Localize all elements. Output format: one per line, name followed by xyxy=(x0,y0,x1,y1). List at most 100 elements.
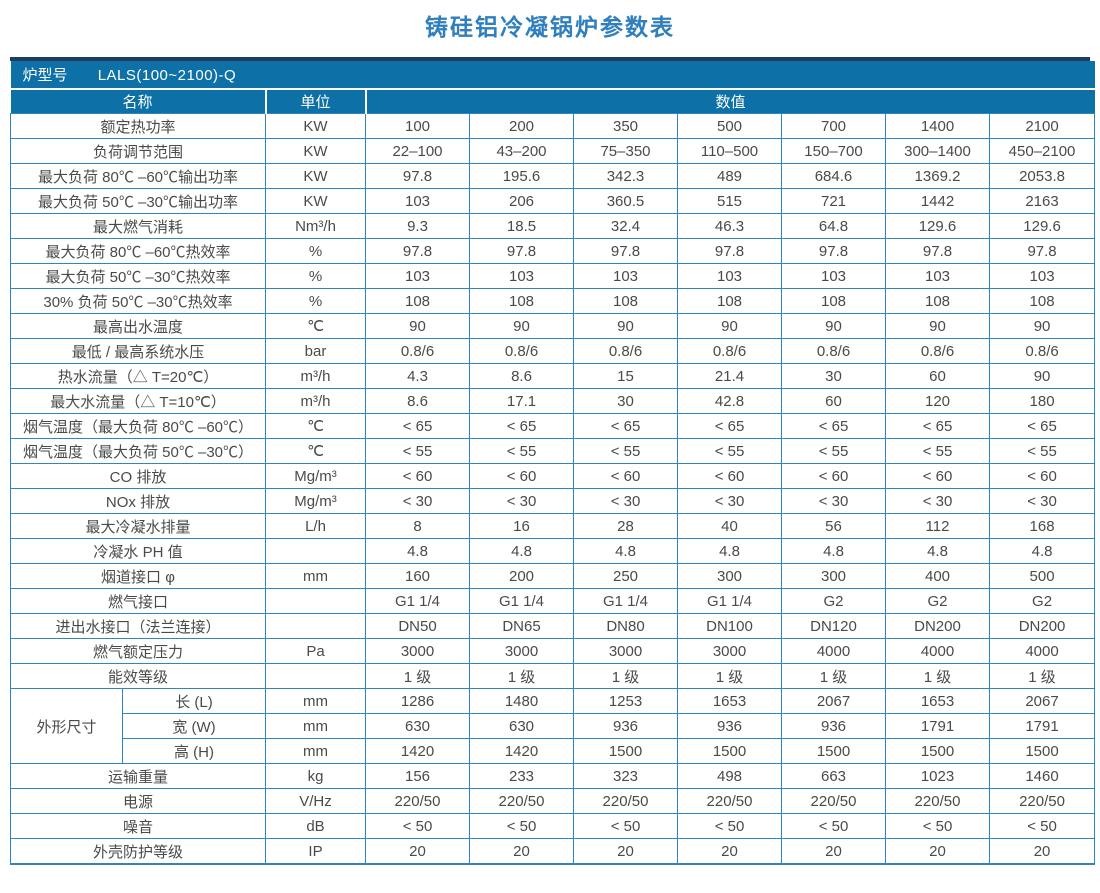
value-cell: DN80 xyxy=(573,613,678,639)
param-name-cell: 外壳防护等级 xyxy=(10,838,266,865)
value-cell: 20 xyxy=(365,838,470,865)
value-cell: 0.8/6 xyxy=(365,338,470,364)
unit-cell: mm xyxy=(265,563,366,589)
value-cell: 3000 xyxy=(365,638,470,664)
value-cell: 97.8 xyxy=(365,238,470,264)
page-title: 铸硅铝冷凝锅炉参数表 xyxy=(425,14,675,40)
value-cell: < 65 xyxy=(781,413,886,439)
value-cell: DN200 xyxy=(988,613,1096,639)
unit-cell: bar xyxy=(265,338,366,364)
value-cell: 4.8 xyxy=(469,538,574,564)
value-cell: < 65 xyxy=(885,413,990,439)
unit-cell: Mg/m³ xyxy=(265,463,366,489)
param-name-cell: 烟气温度（最大负荷 50℃ –30℃） xyxy=(10,438,266,464)
value-cell: 4.8 xyxy=(365,538,470,564)
value-cell: 1 级 xyxy=(365,663,470,689)
unit-cell: kg xyxy=(265,763,366,789)
value-cell: < 55 xyxy=(988,438,1096,464)
value-cell: 30 xyxy=(573,388,678,414)
value-cell: 90 xyxy=(988,363,1096,389)
value-cell: G2 xyxy=(885,588,990,614)
value-cell: 90 xyxy=(885,313,990,339)
value-cell: 721 xyxy=(781,188,886,214)
value-cell: < 60 xyxy=(885,463,990,489)
param-name-cell: 宽 (W) xyxy=(122,713,266,739)
value-cell: < 30 xyxy=(781,488,886,514)
table-row: 冷凝水 PH 值 4.8 4.8 4.8 4.8 4.8 4.8 4.8 xyxy=(10,538,1096,564)
value-cell: < 65 xyxy=(988,413,1096,439)
value-cell: 323 xyxy=(573,763,678,789)
value-cell: 180 xyxy=(988,388,1096,414)
value-cell: 4.8 xyxy=(885,538,990,564)
value-cell: < 50 xyxy=(573,813,678,839)
table-row: 最大冷凝水排量 L/h 8 16 28 40 56 112 168 xyxy=(10,513,1096,539)
value-cell: < 60 xyxy=(365,463,470,489)
value-cell: 168 xyxy=(988,513,1096,539)
value-cell: 1 级 xyxy=(573,663,678,689)
value-cell: 103 xyxy=(573,263,678,289)
value-cell: 0.8/6 xyxy=(988,338,1096,364)
value-cell: 206 xyxy=(469,188,574,214)
value-cell: 160 xyxy=(365,563,470,589)
value-cell: 1 级 xyxy=(469,663,574,689)
value-cell: 100 xyxy=(365,113,470,139)
table-row: 噪音 dB < 50 < 50 < 50 < 50 < 50 < 50 < 50 xyxy=(10,813,1096,839)
value-cell: 200 xyxy=(469,563,574,589)
value-cell: < 50 xyxy=(781,813,886,839)
value-cell: 112 xyxy=(885,513,990,539)
value-cell: G1 1/4 xyxy=(469,588,574,614)
param-name-cell: 噪音 xyxy=(10,813,266,839)
value-cell: 4.8 xyxy=(677,538,782,564)
value-cell: < 30 xyxy=(573,488,678,514)
value-cell: 108 xyxy=(573,288,678,314)
value-cell: < 30 xyxy=(885,488,990,514)
value-cell: 60 xyxy=(781,388,886,414)
value-cell: < 50 xyxy=(885,813,990,839)
param-name-cell: 烟气温度（最大负荷 80℃ –60℃） xyxy=(10,413,266,439)
value-cell: 46.3 xyxy=(677,213,782,239)
value-cell: 108 xyxy=(365,288,470,314)
table-row: 最大水流量（△ T=10℃） m³/h 8.6 17.1 30 42.8 60 120 180 xyxy=(10,388,1096,414)
value-cell: 103 xyxy=(885,263,990,289)
unit-cell: L/h xyxy=(265,513,366,539)
unit-cell: ℃ xyxy=(265,313,366,339)
value-cell: 936 xyxy=(781,713,886,739)
value-cell: 20 xyxy=(677,838,782,865)
value-cell: 498 xyxy=(677,763,782,789)
param-name-cell: NOx 排放 xyxy=(10,488,266,514)
value-cell: 110–500 xyxy=(677,138,782,164)
unit-cell: ℃ xyxy=(265,438,366,464)
value-cell: 103 xyxy=(365,188,470,214)
unit-cell: dB xyxy=(265,813,366,839)
value-cell: 103 xyxy=(988,263,1096,289)
value-cell: 300–1400 xyxy=(885,138,990,164)
value-cell: 489 xyxy=(677,163,782,189)
value-cell: 1400 xyxy=(885,113,990,139)
value-cell: DN120 xyxy=(781,613,886,639)
value-cell: < 30 xyxy=(469,488,574,514)
value-cell: 97.8 xyxy=(988,238,1096,264)
dimension-group-label: 外形尺寸 xyxy=(10,688,123,764)
table-row: 电源 V/Hz 220/50 220/50 220/50 220/50 220/50 220/… xyxy=(10,788,1096,814)
value-cell: 103 xyxy=(677,263,782,289)
value-cell: 4000 xyxy=(885,638,990,664)
param-name-cell: 额定热功率 xyxy=(10,113,266,139)
value-cell: 32.4 xyxy=(573,213,678,239)
value-cell: 1369.2 xyxy=(885,163,990,189)
value-cell: 1500 xyxy=(573,738,678,764)
value-cell: 1442 xyxy=(885,188,990,214)
value-cell: 0.8/6 xyxy=(573,338,678,364)
value-cell: < 60 xyxy=(677,463,782,489)
value-cell: 30 xyxy=(781,363,886,389)
value-cell: 4.3 xyxy=(365,363,470,389)
value-cell: G1 1/4 xyxy=(365,588,470,614)
value-cell: 1 级 xyxy=(988,663,1096,689)
value-cell: 4.8 xyxy=(573,538,678,564)
param-name-cell: 冷凝水 PH 值 xyxy=(10,538,266,564)
table-row: 热水流量（△ T=20℃） m³/h 4.3 8.6 15 21.4 30 60 90 xyxy=(10,363,1096,389)
unit-cell: IP xyxy=(265,838,366,865)
value-cell: 90 xyxy=(781,313,886,339)
table-row: 最低 / 最高系统水压 bar 0.8/6 0.8/6 0.8/6 0.8/6 0.8/6 0… xyxy=(10,338,1096,364)
param-name-cell: 热水流量（△ T=20℃） xyxy=(10,363,266,389)
value-cell: 9.3 xyxy=(365,213,470,239)
